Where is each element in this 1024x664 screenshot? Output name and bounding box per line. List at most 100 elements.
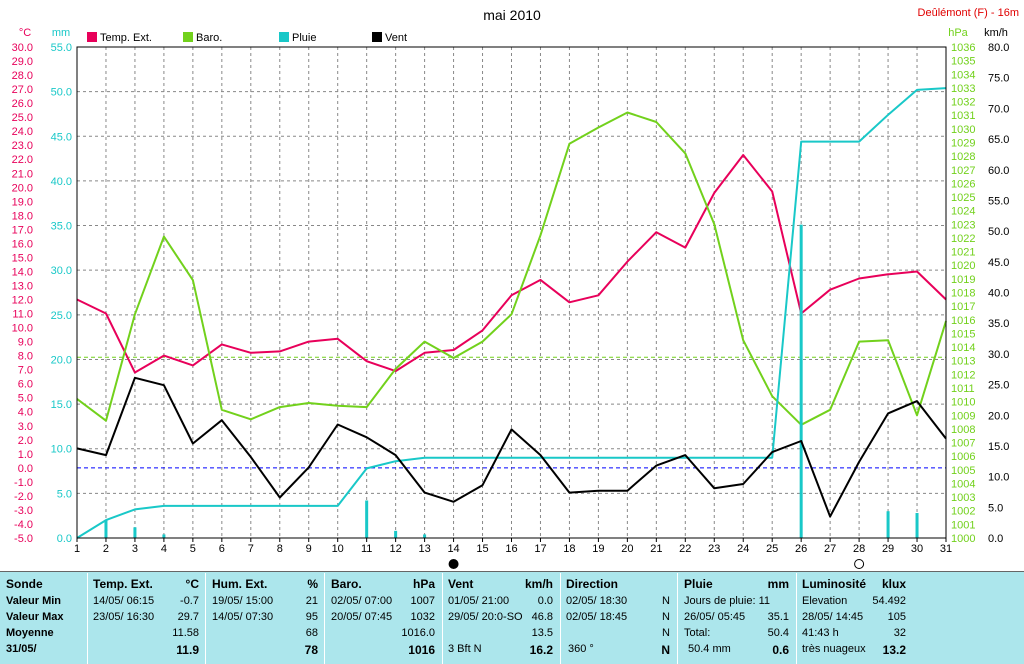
wind-last: 16.2 xyxy=(529,643,553,657)
separator xyxy=(87,573,88,664)
day-tick-label: 20 xyxy=(621,543,633,555)
temp-min: -0.7 xyxy=(180,595,199,607)
series-line-rain xyxy=(76,87,947,539)
rain-tick-label: 45.0 xyxy=(51,131,72,143)
hum-min-date: 19/05/ 15:00 xyxy=(212,595,274,607)
label-min: Valeur Min xyxy=(6,595,62,607)
baro-tick-label: 1028 xyxy=(951,151,975,163)
wind-tick-label: 25.0 xyxy=(988,380,1009,392)
summary-hum: Hum. Ext.% 19/05/ 15:00 21 14/05/ 07:30 95… xyxy=(212,577,318,663)
baro-tick-label: 1010 xyxy=(951,397,975,409)
rain-max-date: 26/05/ 05:45 xyxy=(684,611,746,623)
wind-tick-label: 65.0 xyxy=(988,134,1009,146)
baro-tick-label: 1001 xyxy=(951,519,975,531)
rain-tick-label: 55.0 xyxy=(51,42,72,54)
temp-tick-label: 14.0 xyxy=(12,266,33,278)
temp-tick-label: 11.0 xyxy=(12,309,33,321)
temp-tick-label: 25.0 xyxy=(12,112,33,124)
dir-max: N xyxy=(662,611,670,623)
legend-label-temp: Temp. Ext. xyxy=(100,32,152,44)
hum-min: 21 xyxy=(305,595,318,607)
rain-last-total: 50.4 mm xyxy=(688,643,731,655)
baro-tick-label: 1008 xyxy=(951,424,975,436)
wind-tick-label: 10.0 xyxy=(988,472,1009,484)
baro-tick-label: 1021 xyxy=(951,247,975,259)
wind-tick-label: 40.0 xyxy=(988,288,1009,300)
rain-tick-label: 5.0 xyxy=(57,488,72,500)
baro-tick-label: 1030 xyxy=(951,124,975,136)
rain-tick-label: 35.0 xyxy=(51,221,72,233)
legend-swatch-wind xyxy=(372,32,382,42)
dir-min: N xyxy=(662,595,670,607)
baro-tick-label: 1004 xyxy=(951,478,975,490)
baro-tick-label: 1015 xyxy=(951,328,975,340)
temp-last: 11.9 xyxy=(176,643,199,657)
baro-tick-label: 1003 xyxy=(951,492,975,504)
temp-tick-label: 3.0 xyxy=(18,421,33,433)
rain-daily-bar xyxy=(423,534,427,538)
separator xyxy=(796,573,797,664)
wind-tick-label: 15.0 xyxy=(988,441,1009,453)
baro-tick-label: 1025 xyxy=(951,192,975,204)
temp-tick-label: 24.0 xyxy=(12,126,33,138)
day-tick-label: 9 xyxy=(306,543,312,555)
day-tick-label: 6 xyxy=(219,543,225,555)
day-tick-label: 31 xyxy=(940,543,952,555)
temp-unit: °C xyxy=(185,577,199,591)
hum-max: 95 xyxy=(305,611,318,623)
rain-tick-label: 30.0 xyxy=(51,265,72,277)
day-tick-label: 1 xyxy=(74,543,80,555)
baro-tick-label: 1016 xyxy=(951,315,975,327)
hum-last: 78 xyxy=(304,643,318,657)
wind-tick-label: 35.0 xyxy=(988,318,1009,330)
separator xyxy=(677,573,678,664)
wind-max-date: 29/05/ 20:0-SO xyxy=(448,611,523,623)
temp-tick-label: 26.0 xyxy=(12,98,33,110)
summary-wind: Vent km/h 01/05/ 21:00 0.0 29/05/ 20:0-SO 4… xyxy=(448,577,553,663)
day-tick-label: 28 xyxy=(853,543,865,555)
dir-title: Direction xyxy=(566,577,619,591)
summary-baro: Baro. hPa 02/05/ 07:00 1007 20/05/ 07:45 10… xyxy=(331,577,435,663)
day-tick-label: 8 xyxy=(277,543,283,555)
legend-swatch-rain xyxy=(279,32,289,42)
temp-tick-label: 4.0 xyxy=(18,407,33,419)
rain-tick-label: 20.0 xyxy=(51,354,72,366)
wind-avg: 13.5 xyxy=(531,627,553,639)
temp-tick-label: 7.0 xyxy=(18,365,33,377)
wind-min-date: 01/05/ 21:00 xyxy=(448,595,510,607)
chart-ticks: 30.029.028.027.026.025.024.023.022.021.0… xyxy=(12,42,1010,555)
day-tick-label: 21 xyxy=(650,543,662,555)
hum-avg: 68 xyxy=(305,627,318,639)
temp-unit-label: °C xyxy=(19,27,31,39)
lum-elev: 54.492 xyxy=(872,595,906,607)
baro-tick-label: 1024 xyxy=(951,206,975,218)
rain-days: Jours de pluie: 11 xyxy=(684,595,771,607)
temp-tick-label: 8.0 xyxy=(18,351,33,363)
wind-max: 46.8 xyxy=(531,611,553,623)
wind-tick-label: 80.0 xyxy=(988,42,1009,54)
temp-tick-label: 9.0 xyxy=(18,337,33,349)
temp-tick-label: -2.0 xyxy=(14,491,33,503)
temp-tick-label: 10.0 xyxy=(12,323,33,335)
baro-tick-label: 1035 xyxy=(951,56,975,68)
day-tick-label: 18 xyxy=(563,543,575,555)
label-title: Sonde xyxy=(6,577,43,591)
rain-tick-label: 50.0 xyxy=(51,87,72,99)
temp-tick-label: 17.0 xyxy=(12,224,33,236)
baro-title: Baro. xyxy=(331,577,362,591)
baro-unit: hPa xyxy=(412,577,435,591)
summary-labels: Sonde Valeur Min Valeur Max Moyenne 31/0… xyxy=(6,577,84,663)
baro-tick-label: 1029 xyxy=(951,137,975,149)
baro-tick-label: 1036 xyxy=(951,42,975,54)
temp-avg: 11.58 xyxy=(172,627,199,639)
temp-tick-label: -4.0 xyxy=(14,519,33,531)
temp-tick-label: 12.0 xyxy=(12,295,33,307)
day-tick-label: 3 xyxy=(132,543,138,555)
lum-max-date: 28/05/ 14:45 xyxy=(802,611,864,623)
full-moon-icon xyxy=(854,559,865,569)
dir-last: N xyxy=(661,643,670,657)
wind-min: 0.0 xyxy=(537,595,553,607)
wind-tick-label: 75.0 xyxy=(988,73,1009,85)
baro-tick-label: 1022 xyxy=(951,233,975,245)
temp-tick-label: 18.0 xyxy=(12,210,33,222)
